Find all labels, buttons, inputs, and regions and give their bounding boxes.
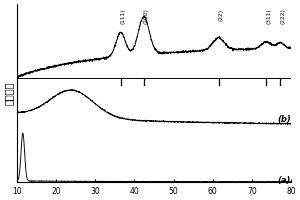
Text: (200): (200) [144, 9, 149, 24]
Y-axis label: 相对强度: 相对强度 [4, 81, 14, 105]
Text: (b): (b) [277, 115, 291, 124]
Text: (a): (a) [277, 176, 291, 185]
Text: (311): (311) [266, 9, 272, 24]
Text: (222): (222) [280, 9, 285, 24]
Text: (111): (111) [121, 9, 126, 24]
Text: (22): (22) [219, 9, 224, 21]
